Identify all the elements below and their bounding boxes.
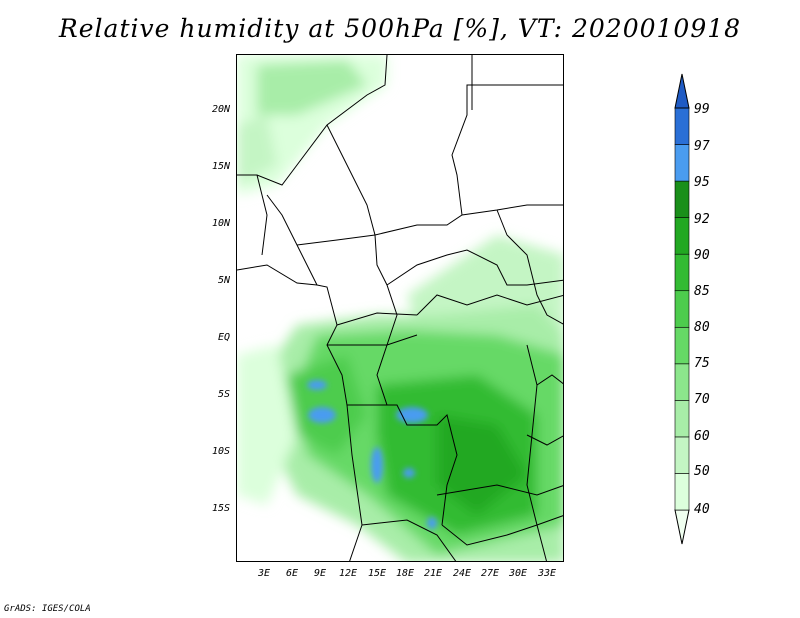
colorbar-label-50: 50 (694, 464, 710, 479)
colorbar-segment-11 (674, 107, 690, 145)
lon-label-24E: 24E (452, 568, 472, 579)
colorbar-label-40: 40 (694, 502, 710, 517)
colorbar-segment-min (674, 509, 690, 545)
colorbar-label-70: 70 (694, 392, 710, 407)
colorbar-segment-4 (674, 363, 690, 401)
colorbar-label-95: 95 (694, 175, 710, 190)
high-humidity-patches (307, 380, 437, 529)
lon-label-9E: 9E (313, 568, 327, 579)
lon-label-21E: 21E (423, 568, 443, 579)
lat-label-5N: 5N (217, 275, 230, 286)
map-panel (236, 54, 564, 562)
lon-label-12E: 12E (338, 568, 358, 579)
colorbar-label-97: 97 (694, 139, 710, 154)
colorbar-segment-6 (674, 290, 690, 328)
lat-label-5S: 5S (217, 389, 230, 400)
colorbar-segment-max (674, 73, 690, 109)
lat-label-10N: 10N (211, 218, 230, 229)
lat-label-15S: 15S (211, 503, 230, 514)
colorbar-segment-7 (674, 253, 690, 292)
colorbar-label-75: 75 (694, 356, 710, 371)
lon-label-15E: 15E (367, 568, 387, 579)
lon-label-18E: 18E (395, 568, 415, 579)
lat-label-10S: 10S (211, 446, 230, 457)
colorbar-segment-5 (674, 326, 690, 365)
lat-label-EQ: EQ (217, 332, 230, 343)
colorbar-segment-8 (674, 217, 690, 255)
colorbar-label-92: 92 (694, 212, 710, 227)
colorbar-label-80: 80 (694, 320, 710, 335)
colorbar-segment-9 (674, 180, 690, 218)
lat-label-20N: 20N (211, 104, 230, 115)
colorbar-segment-2 (674, 436, 690, 474)
grads-credit: GrADS: IGES/COLA (4, 604, 91, 614)
colorbar-label-60: 60 (694, 429, 710, 444)
colorbar-label-99: 99 (694, 102, 710, 117)
colorbar-label-90: 90 (694, 248, 710, 263)
lon-label-6E: 6E (285, 568, 299, 579)
humidity-map (237, 55, 563, 561)
lon-label-27E: 27E (480, 568, 500, 579)
colorbar-segment-1 (674, 473, 690, 511)
lat-label-15N: 15N (211, 161, 230, 172)
lon-label-33E: 33E (537, 568, 557, 579)
country-borders (237, 55, 563, 561)
colorbar-segment-3 (674, 400, 690, 438)
lon-label-30E: 30E (508, 568, 528, 579)
chart-title: Relative humidity at 500hPa [%], VT: 202… (58, 14, 742, 43)
humidity-field (237, 55, 563, 561)
colorbar-label-85: 85 (694, 284, 710, 299)
colorbar-segment-10 (674, 144, 690, 182)
colorbar-segments (674, 73, 690, 545)
lon-label-3E: 3E (257, 568, 271, 579)
